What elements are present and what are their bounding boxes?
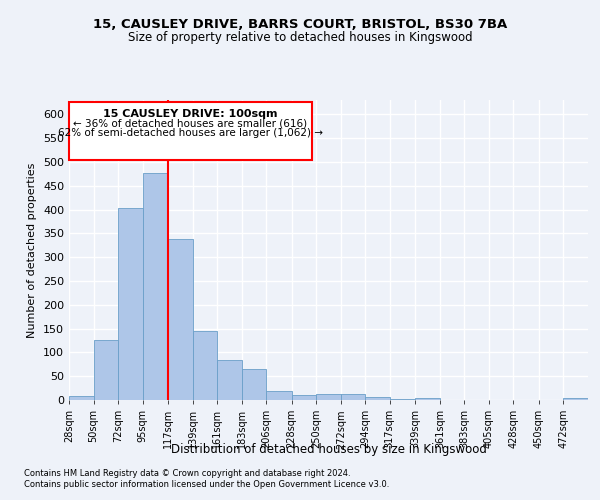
Bar [193,331,217,400]
Bar [168,239,193,400]
FancyBboxPatch shape [69,102,312,160]
Bar [242,369,266,400]
Text: 15 CAUSLEY DRIVE: 100sqm: 15 CAUSLEY DRIVE: 100sqm [103,109,278,119]
Text: Contains public sector information licensed under the Open Government Licence v3: Contains public sector information licen… [24,480,389,489]
Bar [316,394,341,400]
Bar [341,394,365,400]
Text: Contains HM Land Registry data © Crown copyright and database right 2024.: Contains HM Land Registry data © Crown c… [24,468,350,477]
Bar [365,397,390,400]
Bar [266,392,292,400]
Bar [118,208,143,400]
Bar [390,398,415,400]
Bar [94,340,118,400]
Bar [217,360,242,400]
Text: 62% of semi-detached houses are larger (1,062) →: 62% of semi-detached houses are larger (… [58,128,323,138]
Text: ← 36% of detached houses are smaller (616): ← 36% of detached houses are smaller (61… [73,118,307,128]
Y-axis label: Number of detached properties: Number of detached properties [28,162,37,338]
Text: Size of property relative to detached houses in Kingswood: Size of property relative to detached ho… [128,32,472,44]
Bar [69,396,94,400]
Bar [563,398,588,400]
Text: 15, CAUSLEY DRIVE, BARRS COURT, BRISTOL, BS30 7BA: 15, CAUSLEY DRIVE, BARRS COURT, BRISTOL,… [93,18,507,30]
Bar [415,398,440,400]
Bar [292,395,316,400]
Bar [143,173,168,400]
Text: Distribution of detached houses by size in Kingswood: Distribution of detached houses by size … [171,442,487,456]
